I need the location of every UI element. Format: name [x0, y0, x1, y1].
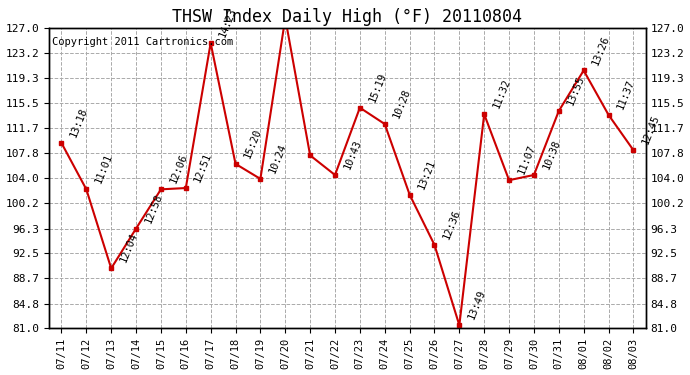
Text: 14:23: 14:23 — [217, 6, 239, 39]
Text: 13:18: 13:18 — [68, 106, 90, 139]
Text: 15:20: 15:20 — [242, 127, 264, 160]
Text: Copyright 2011 Cartronics.com: Copyright 2011 Cartronics.com — [52, 37, 233, 47]
Text: 13:21: 13:21 — [417, 158, 437, 190]
Text: 10:38: 10:38 — [541, 138, 562, 171]
Text: 15:19: 15:19 — [367, 71, 388, 104]
Text: 13:10: 13:10 — [0, 374, 1, 375]
Text: 10:43: 10:43 — [342, 138, 363, 171]
Text: 12:04: 12:04 — [118, 231, 139, 264]
Text: 12:45: 12:45 — [640, 113, 661, 146]
Text: 10:28: 10:28 — [392, 87, 413, 120]
Text: 11:07: 11:07 — [516, 143, 537, 176]
Text: 11:32: 11:32 — [491, 77, 512, 110]
Text: 12:36: 12:36 — [442, 208, 462, 241]
Text: 12:51: 12:51 — [193, 151, 214, 184]
Text: 10:24: 10:24 — [267, 142, 288, 175]
Title: THSW Index Daily High (°F) 20110804: THSW Index Daily High (°F) 20110804 — [172, 9, 522, 27]
Text: 11:01: 11:01 — [93, 153, 115, 185]
Text: 12:58: 12:58 — [143, 192, 164, 224]
Text: 11:37: 11:37 — [615, 78, 636, 111]
Text: 13:55: 13:55 — [566, 74, 586, 107]
Text: 12:06: 12:06 — [168, 153, 189, 185]
Text: 13:49: 13:49 — [466, 288, 487, 321]
Text: 13:26: 13:26 — [591, 34, 611, 66]
